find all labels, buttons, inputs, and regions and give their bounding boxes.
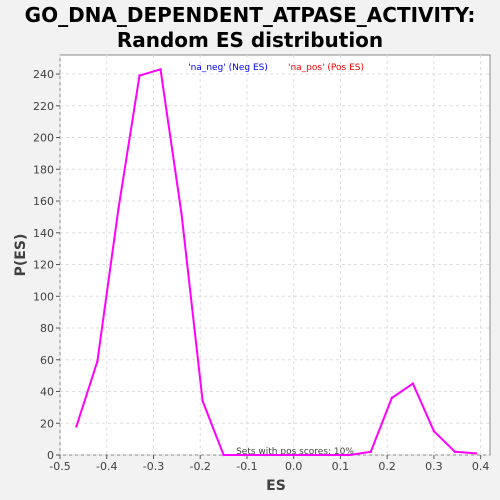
data-point [306, 453, 309, 457]
y-tick-label: 200 [33, 132, 54, 145]
y-tick-label: 60 [40, 354, 54, 367]
data-point [243, 453, 246, 457]
data-point [222, 453, 225, 457]
x-axis-ticks: -0.5 -0.4 -0.3 -0.2 -0.1 0.0 0.1 0.2 0.3 0.4 [49, 455, 489, 473]
series-layer [75, 68, 478, 457]
y-axis-label: P(ES) [13, 234, 29, 277]
chart-subtitle: Random ES distribution [117, 28, 383, 52]
data-point [432, 429, 436, 433]
data-point [285, 453, 288, 457]
x-tick-label: -0.5 [49, 460, 70, 473]
data-point [348, 453, 351, 457]
plot-area [59, 54, 491, 456]
data-point [180, 212, 183, 215]
data-point [96, 360, 99, 363]
x-tick-label: -0.4 [96, 460, 117, 473]
data-point [75, 425, 78, 428]
chart-title: GO_DNA_DEPENDENT_ATPASE_ACTIVITY: [25, 3, 476, 27]
data-point [138, 74, 141, 77]
x-tick-label: -0.2 [189, 460, 210, 473]
x-tick-label: -0.1 [236, 460, 257, 473]
y-axis-ticks: 0 20 40 60 80 100 120 140 160 180 200 220 240 [33, 68, 60, 462]
data-point [264, 453, 267, 457]
y-tick-label: 120 [33, 259, 54, 272]
y-tick-label: 240 [33, 68, 54, 81]
data-point [390, 396, 394, 400]
x-tick-label: 0.1 [332, 460, 350, 473]
series-line [75, 68, 477, 456]
y-tick-label: 220 [33, 100, 54, 113]
grid-lines [59, 55, 490, 456]
data-point [369, 450, 373, 454]
y-tick-label: 0 [47, 449, 54, 462]
y-tick-label: 20 [40, 417, 54, 430]
x-tick-label: 0.4 [472, 460, 490, 473]
y-tick-label: 140 [33, 227, 54, 240]
y-tick-label: 100 [33, 290, 54, 303]
legend-item-neg: 'na_neg' (Neg ES) [188, 63, 268, 73]
data-point [201, 399, 204, 403]
data-point [411, 382, 415, 385]
y-tick-label: 40 [40, 386, 54, 399]
y-tick-label: 160 [33, 195, 54, 208]
y-tick-label: 80 [40, 322, 54, 335]
y-tick-label: 180 [33, 163, 54, 176]
x-tick-label: -0.3 [143, 460, 164, 473]
data-point [117, 207, 120, 211]
legend-item-pos: 'na_pos' (Pos ES) [288, 63, 364, 73]
x-tick-label: 0.2 [378, 460, 396, 473]
x-tick-label: 0.0 [285, 460, 303, 473]
data-point [453, 450, 457, 454]
x-tick-label: 0.3 [425, 460, 443, 473]
pos-scores-annotation: Sets with pos scores: 10% [236, 447, 354, 457]
x-axis-label: ES [266, 478, 286, 494]
data-point [159, 68, 162, 71]
data-point [327, 453, 330, 457]
data-point [474, 452, 478, 455]
